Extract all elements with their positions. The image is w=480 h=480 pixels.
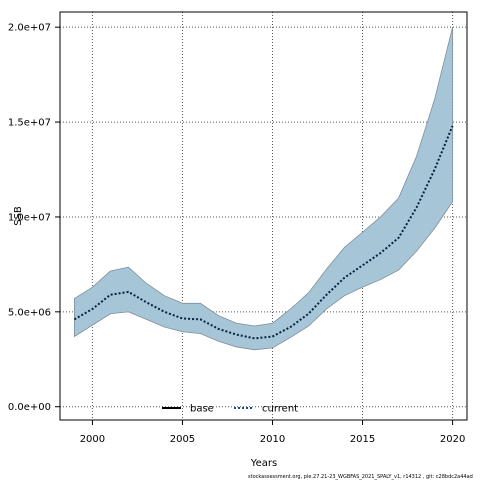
x-tick-label: 2005 <box>170 434 195 445</box>
y-tick-label: 2.0e+07 <box>8 23 51 34</box>
plot-frame <box>59 11 468 421</box>
x-axis: 2000 2005 2010 2015 2020 <box>80 420 465 445</box>
confidence-band <box>74 27 453 351</box>
y-axis: 0.0e+00 5.0e+06 1.0e+07 1.5e+07 2.0e+07 <box>8 23 60 413</box>
y-tick-label: 5.0e+06 <box>8 307 51 318</box>
legend: base current <box>162 404 298 415</box>
legend-label-base: base <box>190 404 214 415</box>
y-tick-label: 0.0e+00 <box>8 402 51 413</box>
x-axis-label: Years <box>250 458 277 469</box>
y-tick-label: 1.5e+07 <box>8 118 51 129</box>
footer-credit: stockassessment.org, ple.27.21-23_WGBFAS… <box>248 474 473 480</box>
x-tick-label: 2000 <box>80 434 105 445</box>
y-axis-label: SSB <box>13 206 24 226</box>
x-tick-label: 2015 <box>350 434 375 445</box>
x-tick-label: 2010 <box>260 434 285 445</box>
x-tick-label: 2020 <box>440 434 465 445</box>
series-line-current <box>73 125 454 340</box>
y-tick-label: 1.0e+07 <box>8 212 51 223</box>
legend-label-current: current <box>262 404 298 415</box>
